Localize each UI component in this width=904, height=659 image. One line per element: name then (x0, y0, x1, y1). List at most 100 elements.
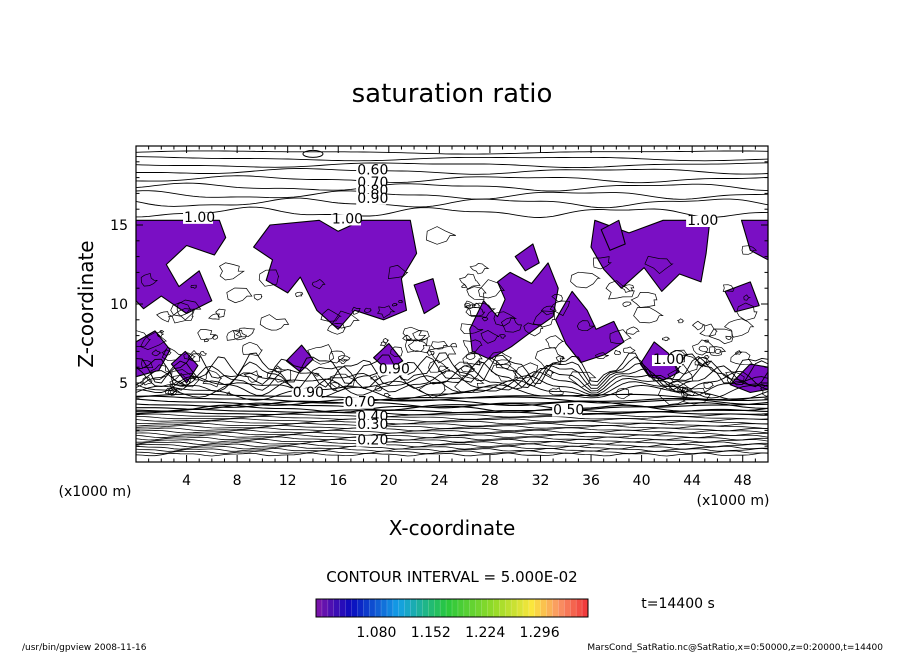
mid-contour-77 (387, 264, 409, 280)
mid-contour-57 (314, 372, 320, 377)
mid-contour-34 (623, 346, 636, 354)
colorbar-swatch-4 (339, 599, 346, 617)
mid-contour-99 (331, 310, 360, 329)
contour-label-bg-7 (651, 355, 682, 367)
lower-contour-25 (135, 452, 769, 457)
colorbar-swatch-13 (392, 599, 400, 617)
mid-contour-4 (398, 299, 403, 304)
mid-contour-115 (140, 272, 158, 287)
contour-label-3: 0.90 (357, 191, 388, 207)
colorbar-swatch-26 (469, 599, 477, 617)
mid-contour-40 (736, 302, 758, 321)
mid-contour-64 (549, 387, 564, 396)
mid-contour-134 (473, 302, 481, 308)
upper-contour-7 (135, 197, 769, 209)
lower-contour-12 (135, 422, 769, 427)
mid-contour-14 (708, 328, 734, 345)
contour-label-8: 0.90 (379, 362, 410, 378)
mid-contour-149 (374, 386, 383, 392)
lower-contour-22 (135, 445, 768, 450)
mid-contour-88 (197, 329, 217, 340)
mid-contour-73 (495, 359, 512, 369)
mid-contour-124 (450, 342, 458, 348)
mid-contour-114 (725, 371, 745, 385)
mid-contour-129 (476, 359, 483, 365)
mid-contour-16 (140, 331, 168, 350)
x-tick-label-6: 28 (481, 473, 499, 489)
colorbar-label-0: 1.080 (356, 625, 396, 641)
mid-contour-128 (391, 303, 398, 307)
lower-contour-14 (136, 427, 769, 432)
mid-contour-94 (532, 310, 555, 328)
contour-label-9: 0.90 (293, 385, 324, 401)
lower-contour-1 (135, 395, 769, 404)
mid-contour-93 (620, 284, 635, 293)
colorbar-swatch-6 (351, 599, 358, 617)
mid-contour-169 (514, 362, 539, 380)
mid-contour-61 (694, 357, 709, 368)
mid-contour-126 (431, 341, 449, 350)
mid-contour-106 (674, 354, 702, 375)
contour-label-14: 0.20 (357, 433, 388, 449)
footer-right: MarsCond_SatRatio.nc@SatRatio,x=0:50000,… (587, 643, 883, 653)
colorbar-swatch-22 (446, 599, 453, 617)
mid-contour-24 (199, 351, 207, 356)
contour-label-13: 0.30 (357, 417, 388, 433)
contour-lines (135, 149, 769, 457)
mid-contour-153 (724, 318, 755, 338)
x-tick-label-10: 44 (683, 473, 701, 489)
mid-contour-109 (156, 311, 173, 323)
shaded-patch-9 (413, 278, 440, 315)
contour-label-bg-11 (552, 405, 583, 417)
contour-label-5: 1.00 (332, 211, 363, 227)
colorbar-swatch-9 (369, 599, 376, 617)
mid-contour-76 (167, 388, 176, 395)
contour-label-bg-4 (183, 212, 214, 224)
wave-contour-0 (135, 384, 769, 401)
x-tick-label-8: 36 (582, 473, 600, 489)
upper-contour-6 (135, 190, 769, 200)
mid-contour-119 (307, 344, 335, 365)
colorbar-label-2: 1.224 (465, 625, 505, 641)
colorbar-swatch-44 (576, 599, 583, 617)
mid-contour-43 (722, 284, 735, 292)
mid-contour-121 (551, 294, 563, 303)
colorbar-label-1: 1.152 (411, 625, 451, 641)
wave-contour-7 (135, 352, 769, 384)
mid-contour-136 (404, 338, 431, 354)
mid-contour-56 (219, 262, 245, 281)
mid-contour-47 (460, 364, 476, 373)
mid-contour-104 (704, 339, 710, 343)
mid-contour-46 (458, 273, 481, 290)
mid-contour-36 (259, 314, 290, 331)
mid-contour-45 (500, 316, 522, 333)
mid-contour-143 (734, 350, 743, 355)
contour-label-bg-8 (377, 364, 408, 376)
mid-contour-50 (203, 338, 210, 343)
mid-contour-158 (351, 306, 361, 315)
plot-area: 0.600.700.800.901.00 1.00 1.001.000.900.90… (110, 145, 769, 489)
x-tick-label-11: 48 (734, 473, 752, 489)
lower-contour-21 (135, 443, 769, 448)
x-axis-label: X-coordinate (389, 516, 516, 540)
colorbar-swatch-43 (570, 599, 577, 617)
shaded-patch-2 (469, 262, 559, 360)
mid-contour-135 (226, 330, 242, 341)
colorbar-swatch-5 (345, 599, 352, 617)
colorbar-swatch-33 (511, 599, 518, 617)
y-axis-label: Z-coordinate (74, 240, 98, 367)
colorbar-swatch-45 (582, 599, 589, 617)
mid-contour-80 (241, 341, 263, 357)
colorbar-swatch-15 (404, 599, 412, 617)
mid-contour-31 (613, 349, 622, 356)
mid-contour-131 (545, 335, 565, 349)
x-tick-label-5: 24 (430, 473, 448, 489)
colorbar-frame (315, 598, 589, 618)
colorbar-swatch-38 (540, 599, 548, 617)
mid-contour-162 (540, 305, 557, 316)
mid-contour-33 (141, 359, 154, 369)
footer-left: /usr/bin/gpview 2008-11-16 (22, 643, 147, 653)
contour-label-bg-3 (356, 193, 387, 205)
upper-contour-5 (135, 182, 769, 192)
